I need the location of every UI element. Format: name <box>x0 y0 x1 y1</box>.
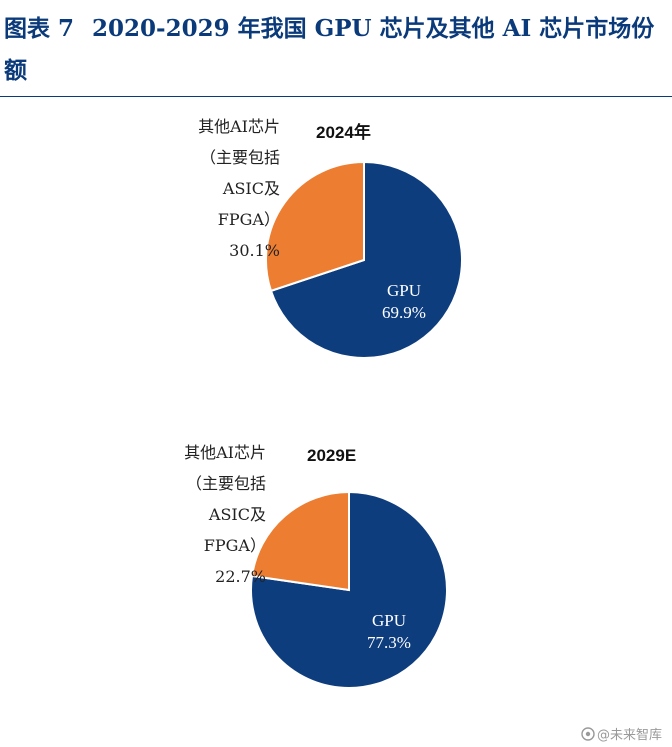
other-chips-label-2024: 其他AI芯片 （主要包括 ASIC及 FPGA） 30.1% <box>118 111 280 266</box>
title-divider <box>0 96 672 97</box>
watermark-text: @未来智库 <box>596 728 662 743</box>
pie-title-2024: 2024年 <box>316 123 371 142</box>
other-label-line: FPGA） <box>203 536 266 555</box>
other-label-line: FPGA） <box>217 210 280 229</box>
gpu-share-value: 77.3% <box>367 633 411 652</box>
gpu-share-value: 69.9% <box>382 303 426 322</box>
watermark-logo-icon <box>581 727 595 741</box>
watermark: @未来智库 <box>581 724 662 743</box>
gpu-label-2029e: GPU 77.3% <box>351 610 427 654</box>
figure-title-text: 2020-2029 年我国 GPU 芯片及其他 AI 芯片市场份额 <box>4 15 655 84</box>
pie-slice-gpu-2024 <box>269 160 463 359</box>
pie-slice-other-2029e <box>250 490 350 592</box>
pie-title-2029e: 2029E <box>307 446 357 465</box>
gpu-label-2024: GPU 69.9% <box>366 280 442 324</box>
pie-chart-2024 <box>265 160 463 359</box>
other-label-line: 其他AI芯片 <box>198 117 280 136</box>
gpu-label-name: GPU <box>371 611 406 630</box>
other-label-line: ASIC及 <box>222 179 280 198</box>
pie-slice-other-2024 <box>265 160 365 293</box>
other-label-line: （主要包括 <box>185 474 266 493</box>
figure-title: 图表 7 2020-2029 年我国 GPU 芯片及其他 AI 芯片市场份额 <box>4 8 668 92</box>
other-label-line: （主要包括 <box>199 148 280 167</box>
other-label-line: ASIC及 <box>208 505 266 524</box>
pie-chart-2029e <box>250 490 448 689</box>
gpu-label-name: GPU <box>386 281 421 300</box>
other-label-line: 其他AI芯片 <box>184 443 266 462</box>
other-share-value: 22.7% <box>215 567 266 586</box>
other-share-value: 30.1% <box>229 241 280 260</box>
figure-label: 图表 7 <box>4 15 75 42</box>
other-chips-label-2029e: 其他AI芯片 （主要包括 ASIC及 FPGA） 22.7% <box>104 437 266 592</box>
